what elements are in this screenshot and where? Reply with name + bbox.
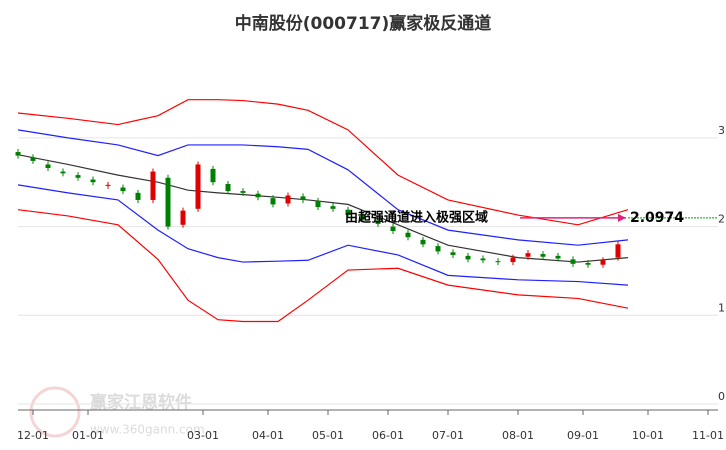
candle — [195, 164, 201, 209]
x-tick-label: 04-01 — [252, 429, 284, 442]
candle — [90, 179, 96, 183]
channel-line — [17, 99, 629, 226]
watermark: 赢家江恩软件 www.360gann.com — [29, 386, 205, 438]
channel-line — [17, 154, 629, 263]
candle — [360, 215, 366, 220]
candle — [255, 193, 261, 198]
candle — [15, 152, 21, 156]
arrow-head — [618, 213, 626, 222]
annotation-value: 2.0974 — [630, 210, 684, 226]
candle — [480, 258, 486, 261]
watermark-logo — [29, 386, 81, 438]
x-tick-label: 07-01 — [432, 429, 464, 442]
x-tick-label: 01-01 — [72, 429, 104, 442]
candle — [330, 206, 336, 209]
annotation-text: 由超强通道进入极强区域 — [345, 209, 488, 225]
candle — [390, 226, 396, 231]
candle — [450, 252, 456, 255]
candle — [30, 157, 36, 161]
candle — [210, 168, 216, 183]
y-tick-label: 3 — [718, 124, 725, 137]
candle — [570, 259, 576, 264]
x-tick-label: 03-01 — [187, 429, 219, 442]
candle — [615, 244, 621, 258]
candle — [105, 184, 111, 186]
candle — [555, 255, 561, 259]
candle — [420, 239, 426, 245]
x-tick-label: 09-01 — [567, 429, 599, 442]
candle — [150, 171, 156, 200]
candle — [540, 254, 546, 257]
candle — [225, 183, 231, 192]
candle — [165, 177, 171, 227]
candle — [465, 255, 471, 260]
channel-line — [17, 209, 629, 323]
channel-line — [17, 129, 629, 246]
watermark-name: 赢家江恩软件 — [90, 392, 192, 413]
candle — [180, 210, 186, 225]
y-tick-label: 1 — [718, 301, 725, 314]
candle — [345, 209, 351, 216]
candle — [120, 187, 126, 192]
candle — [435, 246, 441, 252]
y-tick-label: 0 — [718, 390, 725, 403]
chart-title: 中南股份(000717)赢家极反通道 — [235, 13, 492, 34]
candle — [240, 191, 246, 193]
x-tick-label: 05-01 — [312, 429, 344, 442]
x-tick-label: 12-01 — [17, 429, 49, 442]
candle — [495, 261, 501, 263]
x-tick-label: 10-01 — [632, 429, 664, 442]
channel-line — [17, 184, 629, 286]
candle — [285, 195, 291, 204]
x-tick-label: 08-01 — [502, 429, 534, 442]
watermark-url: www.360gann.com — [90, 423, 205, 437]
candle — [510, 257, 516, 263]
candle — [60, 171, 66, 174]
candle — [135, 192, 141, 200]
candle — [375, 220, 381, 224]
y-tick-label: 2 — [718, 213, 725, 226]
candle — [405, 232, 411, 238]
x-tick-label: 11-01 — [692, 429, 724, 442]
candle — [75, 175, 81, 178]
candle — [270, 198, 276, 205]
candle — [525, 253, 531, 257]
candle — [315, 200, 321, 208]
x-tick-label: 06-01 — [372, 429, 404, 442]
candle — [45, 164, 51, 169]
candle — [585, 262, 591, 265]
candle — [600, 260, 606, 265]
candle — [300, 196, 306, 200]
